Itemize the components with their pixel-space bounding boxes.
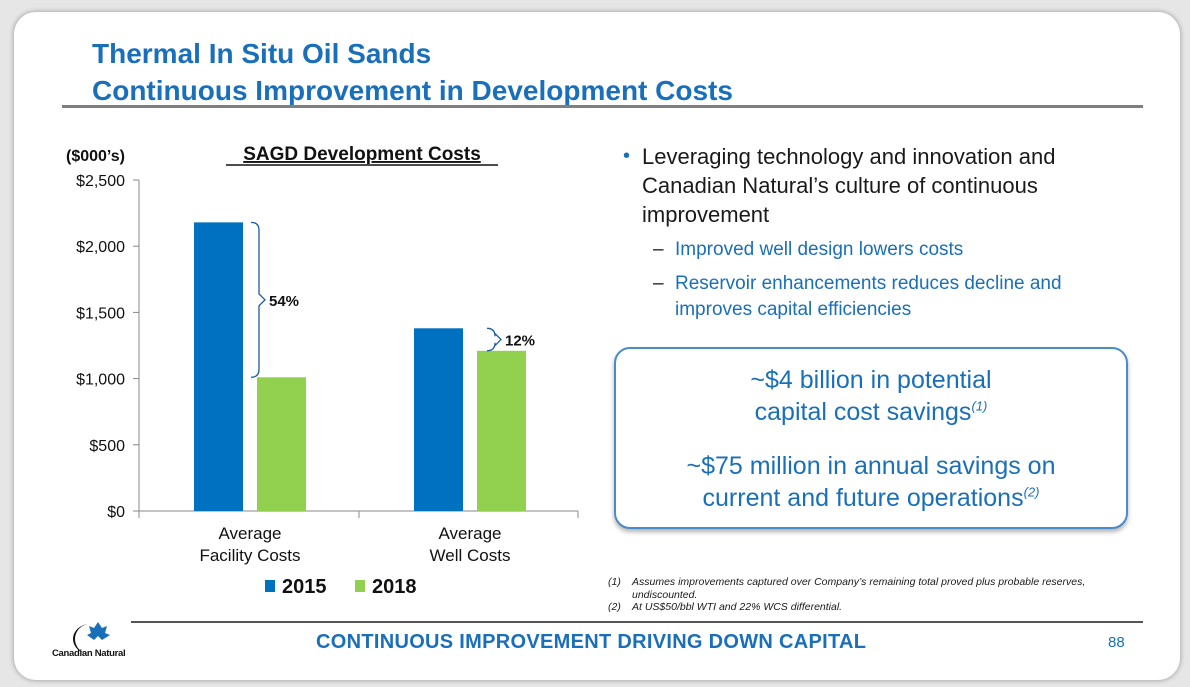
y-tick-label: $1,500: [76, 305, 125, 322]
change-percent-label: 54%: [269, 293, 299, 310]
legend-label-2015: 2015: [282, 576, 327, 598]
title-line-2: Continuous Improvement in Development Co…: [92, 75, 733, 106]
x-category-label: Average: [438, 524, 501, 543]
sub-bullet-2-text: Reservoir enhancements reduces decline a…: [675, 273, 1062, 320]
change-percent-label: 12%: [505, 333, 535, 350]
bar-2018-facility: [257, 377, 306, 511]
bullet-list: • Leveraging technology and innovation a…: [620, 142, 1140, 323]
dash-icon: –: [653, 239, 664, 260]
footnote-1: (1) Assumes improvements captured over C…: [608, 576, 1138, 601]
canadian-natural-logo-icon: [73, 622, 110, 654]
bar-2018-well: [477, 350, 526, 511]
legend-label-2018: 2018: [372, 576, 417, 598]
sagd-cost-chart: SAGD Development Costs ($000’s) $0 $500 $1,0…: [66, 144, 579, 598]
page-title: Thermal In Situ Oil Sands Continuous Imp…: [92, 35, 733, 109]
y-tick-label: $0: [107, 504, 125, 521]
y-tick-label: $1,000: [76, 372, 125, 389]
callout-line-3: ~$75 million in annual savings on: [686, 452, 1056, 480]
x-category-label: Facility Costs: [199, 546, 300, 565]
y-tick-label: $2,500: [76, 173, 125, 190]
title-divider: [62, 105, 1143, 108]
chart-title: SAGD Development Costs: [243, 144, 481, 165]
footnote-ref-2: (2): [1023, 484, 1040, 500]
callout-line-2: capital cost savings(1): [616, 396, 1126, 428]
footnote-1-text: Assumes improvements captured over Compa…: [632, 576, 1086, 601]
footnote-2-number: (2): [608, 601, 621, 613]
legend-swatch-2015: [265, 580, 275, 592]
sub-bullet-1-text: Improved well design lowers costs: [675, 239, 964, 260]
callout-line-4: current and future operations(2): [616, 482, 1126, 514]
sub-bullet-1: – Improved well design lowers costs: [620, 237, 1140, 263]
footer-tagline: CONTINUOUS IMPROVEMENT DRIVING DOWN CAPI…: [316, 631, 867, 653]
savings-callout: ~$4 billion in potential capital cost sa…: [614, 347, 1128, 529]
x-category-label: Well Costs: [430, 546, 511, 565]
bar-2015-well: [414, 328, 463, 511]
change-brace-icon: [486, 327, 502, 352]
bullet-main-text: Leveraging technology and innovation and…: [642, 144, 1056, 227]
bullet-main: • Leveraging technology and innovation a…: [620, 142, 1140, 229]
callout-line-1: ~$4 billion in potential: [750, 366, 992, 394]
legend-swatch-2018: [355, 580, 365, 592]
y-tick-label: $2,000: [76, 239, 125, 256]
dash-icon: –: [653, 273, 664, 294]
footer-divider: [131, 621, 1143, 623]
title-line-1: Thermal In Situ Oil Sands: [92, 38, 432, 69]
footnote-2: (2) At US$50/bbl WTI and 22% WCS differe…: [608, 601, 1138, 614]
bullet-dot-icon: •: [623, 145, 631, 167]
change-brace-icon: [250, 221, 266, 378]
bar-2015-facility: [194, 222, 243, 512]
footnotes: (1) Assumes improvements captured over C…: [608, 576, 1138, 614]
callout-line-4-text: current and future operations: [702, 484, 1024, 512]
logo-text: Canadian Natural: [52, 648, 126, 659]
y-axis-unit-label: ($000’s): [66, 148, 125, 165]
footnote-ref-1: (1): [971, 398, 988, 414]
footnote-2-text: At US$50/bbl WTI and 22% WCS differentia…: [632, 601, 843, 613]
footnote-1-number: (1): [608, 576, 621, 588]
callout-line-2-text: capital cost savings: [754, 398, 972, 426]
x-category-label: Average: [218, 524, 281, 543]
y-tick-label: $500: [89, 438, 125, 455]
sub-bullet-2: – Reservoir enhancements reduces decline…: [620, 271, 1140, 323]
page-number: 88: [1108, 634, 1125, 651]
